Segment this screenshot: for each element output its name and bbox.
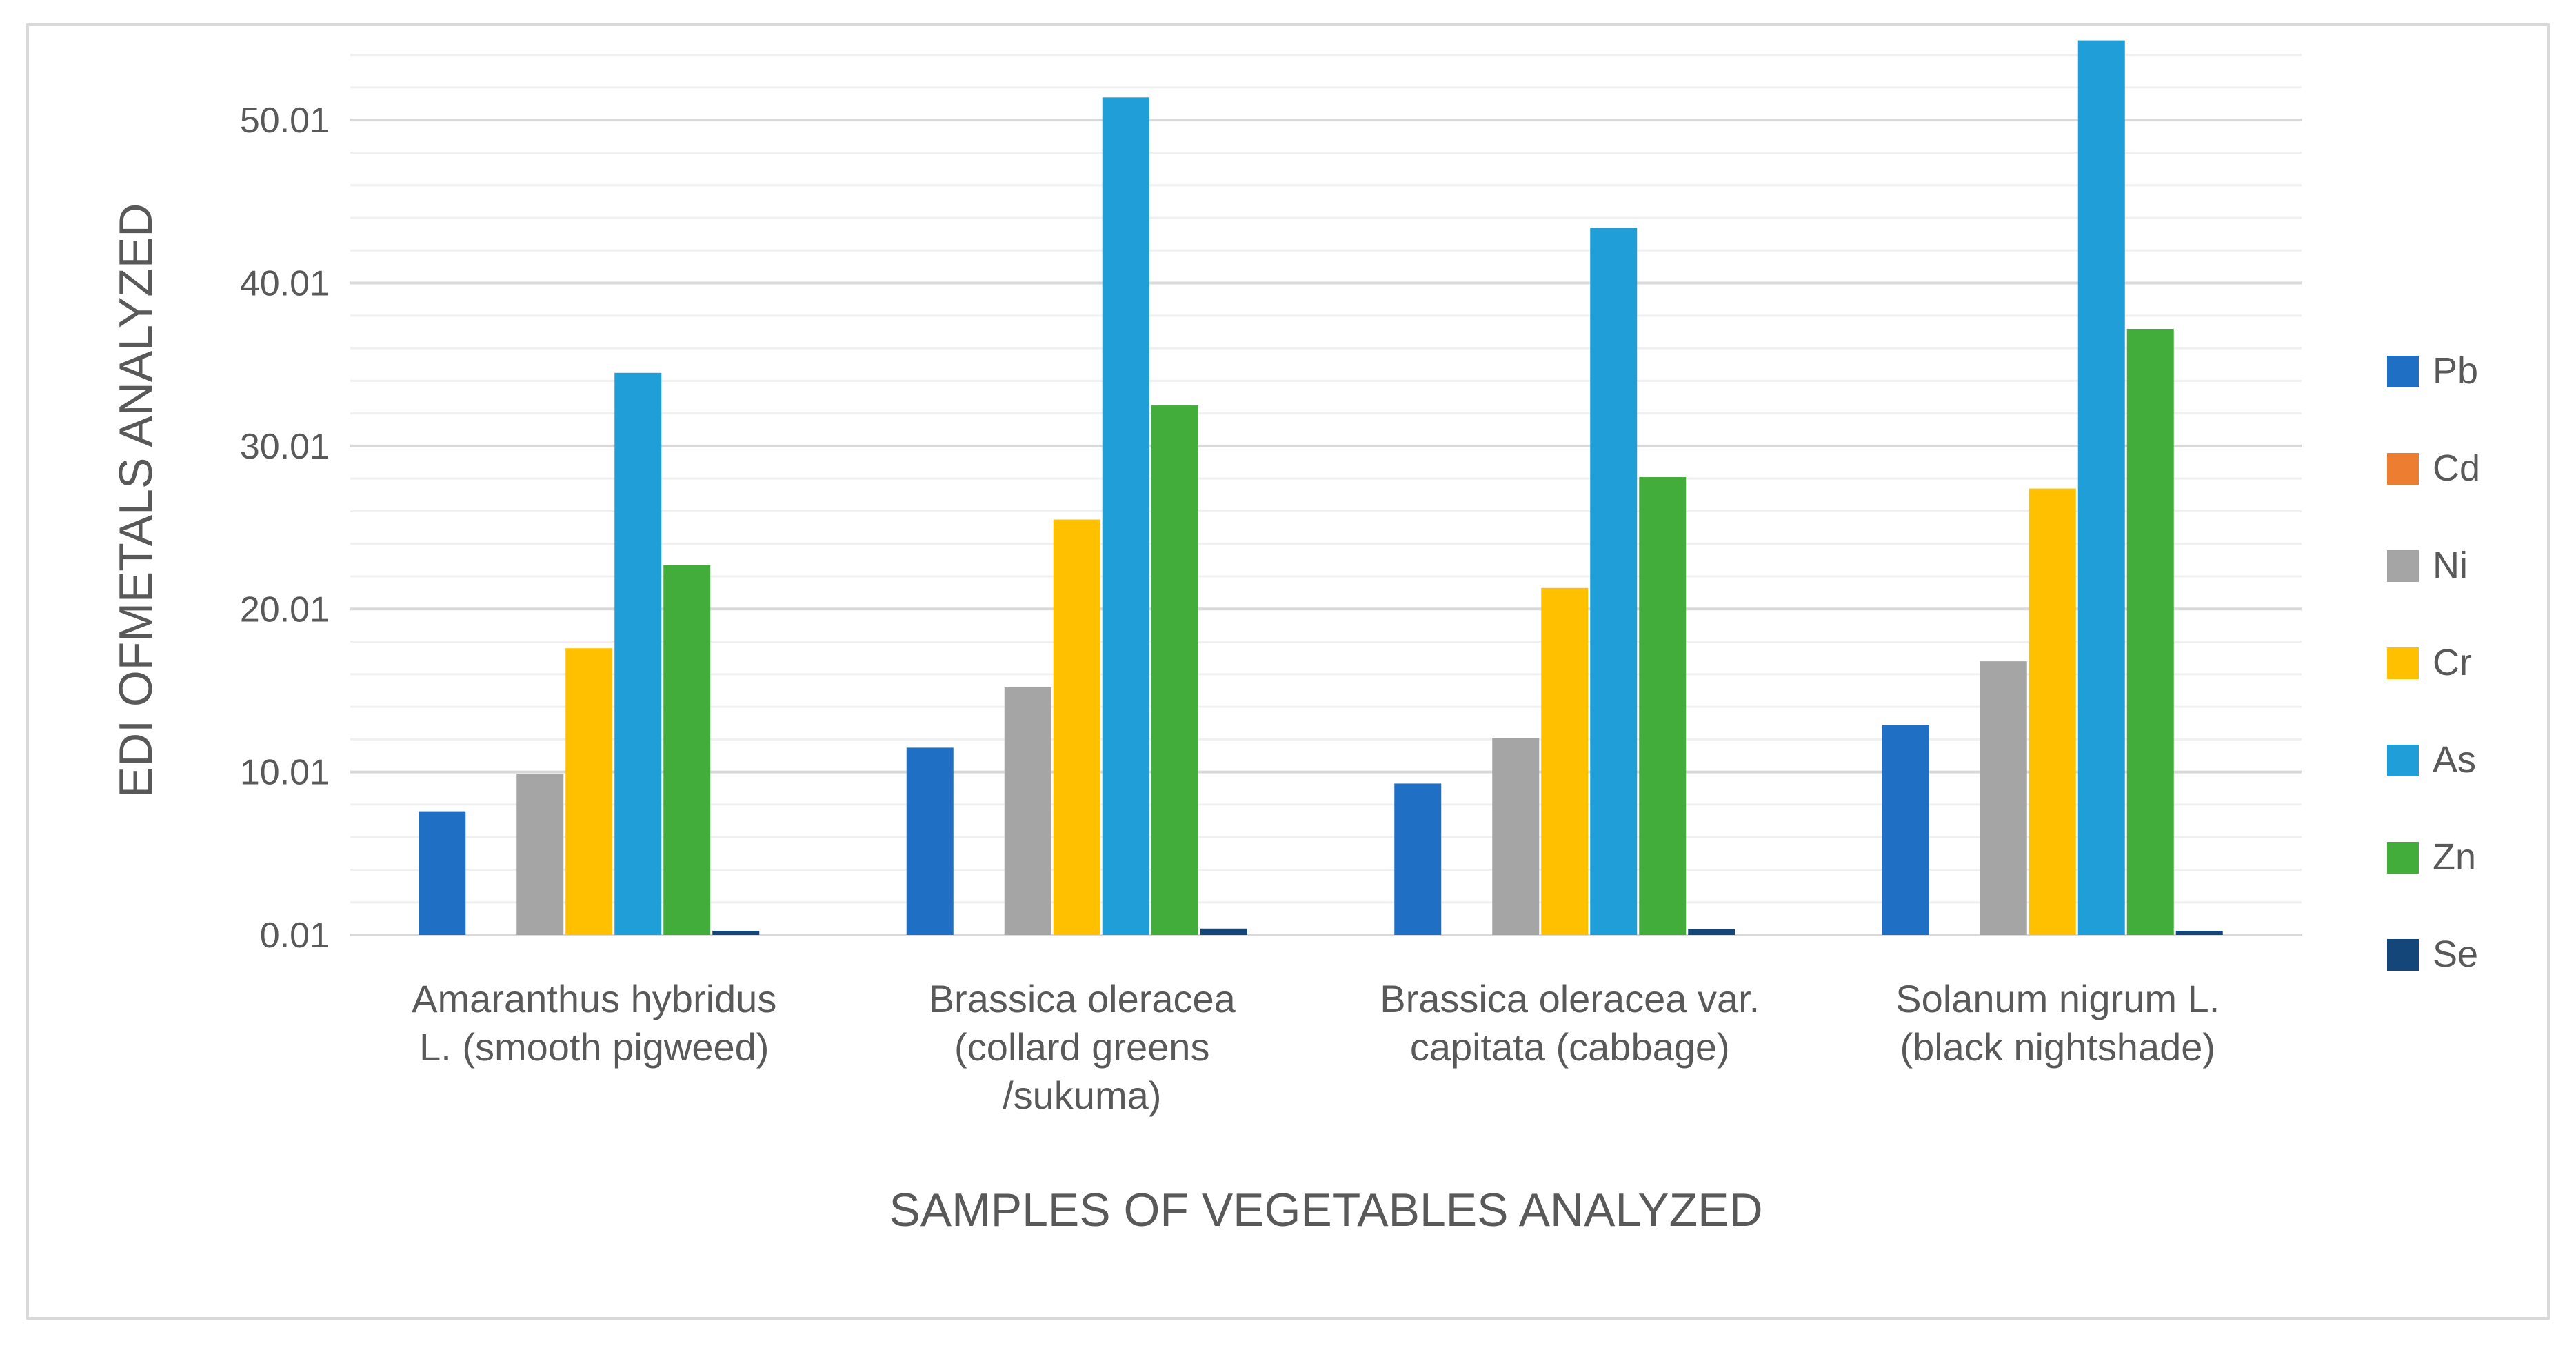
- legend-swatch-zn: [2387, 842, 2419, 874]
- legend-swatch-pb: [2387, 356, 2419, 387]
- x-category-label: (black nightshade): [1900, 1025, 2215, 1069]
- legend-swatch-cr: [2387, 647, 2419, 679]
- y-tick-label: 50.01: [240, 101, 330, 141]
- legend-label-zn: Zn: [2433, 836, 2476, 878]
- bar-se: [1200, 928, 1247, 935]
- bar-ni: [1004, 687, 1051, 935]
- legend-swatch-as: [2387, 745, 2419, 776]
- legend-label-cr: Cr: [2433, 642, 2472, 683]
- bar-zn: [2126, 328, 2174, 935]
- x-category-label: capitata (cabbage): [1410, 1025, 1730, 1069]
- y-tick-label: 40.01: [240, 264, 330, 304]
- bar-cr: [565, 648, 613, 935]
- bar-ni: [1980, 661, 2027, 935]
- y-tick-label: 30.01: [240, 427, 330, 467]
- legend-label-pb: Pb: [2433, 350, 2478, 392]
- bar-ni: [1492, 738, 1540, 935]
- bar-as: [614, 372, 662, 935]
- legend-swatch-ni: [2387, 550, 2419, 582]
- bar-cr: [1541, 587, 1589, 935]
- legend-swatch-cd: [2387, 453, 2419, 485]
- legend-swatch-se: [2387, 939, 2419, 971]
- bar-as: [1102, 97, 1149, 935]
- bar-zn: [663, 565, 711, 935]
- chart-canvas: 0.01 10.01 20.01 30.01 40.01 50.01 Amaranthus …: [110, 40, 2480, 1236]
- x-category-label: Brassica oleracea: [929, 977, 1236, 1020]
- bar-pb: [906, 747, 954, 935]
- y-tick-label: 20.01: [240, 590, 330, 629]
- bar-pb: [1882, 725, 1929, 935]
- x-category-label: Brassica oleracea var.: [1380, 977, 1760, 1020]
- bar-cr: [2029, 488, 2076, 935]
- bar-pb: [1394, 783, 1442, 935]
- bar-cr: [1053, 519, 1100, 935]
- bar-as: [2077, 40, 2125, 936]
- x-category-label: (collard greens: [954, 1025, 1209, 1069]
- bar-as: [1590, 228, 1638, 935]
- chart-frame: 0.01 10.01 20.01 30.01 40.01 50.01 Amaranthus …: [26, 23, 2550, 1320]
- legend-label-cd: Cd: [2433, 447, 2480, 489]
- legend-label-ni: Ni: [2433, 545, 2468, 586]
- bar-zn: [1639, 477, 1687, 935]
- bar-zn: [1151, 405, 1198, 935]
- x-axis-title: SAMPLES OF VEGETABLES ANALYZED: [889, 1184, 1762, 1236]
- bar-ni: [516, 774, 564, 935]
- bar-pb: [419, 811, 466, 935]
- legend-label-se: Se: [2433, 934, 2478, 975]
- x-category-label: /sukuma): [1003, 1074, 1161, 1117]
- y-tick-label: 0.01: [260, 916, 330, 956]
- bar-se: [2175, 931, 2223, 935]
- y-tick-label: 10.01: [240, 753, 330, 793]
- bar-se: [1688, 929, 1735, 935]
- bar-se: [712, 931, 760, 935]
- x-category-label: Amaranthus hybridus: [412, 977, 776, 1020]
- x-category-label: L. (smooth pigweed): [419, 1025, 769, 1069]
- x-category-label: Solanum nigrum L.: [1895, 977, 2220, 1020]
- y-axis-title: EDI OFMETALS ANALYZED: [110, 203, 162, 798]
- legend-label-as: As: [2433, 739, 2476, 780]
